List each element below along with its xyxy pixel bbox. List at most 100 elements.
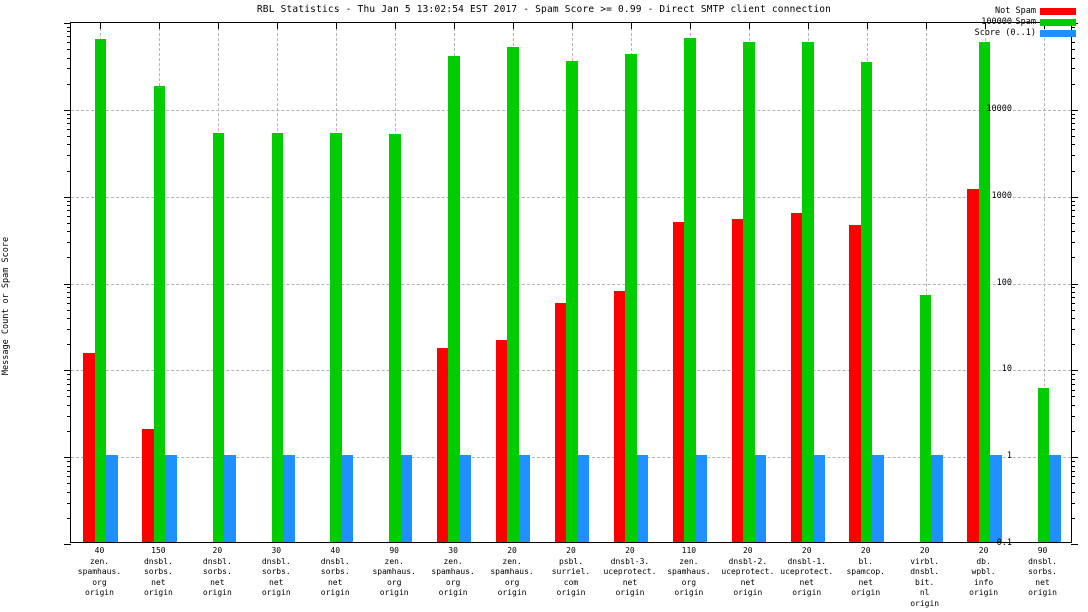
x-axis-label: 90 zen. spamhaus. org origin — [354, 546, 435, 599]
y-axis-minor-tick — [1071, 291, 1075, 293]
x-axis-label: 90 dnsbl. sorbs. net origin — [1002, 546, 1083, 599]
x-axis-label-line: origin — [910, 598, 940, 608]
x-axis-label-line: origin — [497, 588, 527, 597]
x-axis-label-line: origin — [556, 588, 586, 597]
x-axis-label-line: origin — [733, 588, 763, 597]
x-axis-label: 30 dnsbl. sorbs. net origin — [236, 546, 317, 599]
y-axis-minor-tick — [1071, 404, 1075, 406]
y-axis-minor-tick — [67, 415, 71, 417]
x-axis-label-line: psbl. — [558, 556, 584, 566]
x-axis-label-line: sorbs. — [1028, 567, 1057, 576]
x-axis-label-line: 20 — [860, 546, 871, 555]
y-axis-label: 100 — [996, 277, 1012, 288]
x-axis-label-line: uceprotect. — [780, 567, 834, 576]
y-axis-minor-tick — [67, 36, 71, 38]
x-axis-tick — [572, 23, 573, 29]
y-axis-minor-tick — [1071, 210, 1075, 212]
x-axis-label-line: dnsbl-2. — [728, 556, 768, 566]
x-axis-tick — [925, 23, 927, 29]
y-axis-label: 10 — [1001, 364, 1012, 375]
bar-not-spam — [495, 340, 508, 542]
y-axis-minor-tick — [67, 396, 71, 398]
y-axis-minor-tick — [1071, 461, 1075, 463]
y-axis-tick — [1071, 457, 1078, 459]
y-axis-minor-tick — [67, 215, 71, 217]
y-axis-label: 0.1 — [996, 538, 1012, 548]
y-axis-minor-tick — [67, 328, 71, 330]
y-axis-label: 10000 — [986, 103, 1012, 114]
y-axis-minor-tick — [67, 155, 71, 157]
y-axis-minor-tick — [1071, 378, 1075, 380]
y-axis-minor-tick — [1071, 123, 1075, 125]
y-axis-minor-tick — [1071, 483, 1075, 485]
x-axis-label-line: uceprotect. — [721, 567, 775, 576]
y-axis-minor-tick — [1071, 26, 1075, 28]
x-axis-label: 20 virbl. dnsbl. bit. nl origin — [884, 546, 965, 609]
y-axis-minor-tick — [67, 318, 71, 320]
y-axis-minor-tick — [1071, 135, 1075, 137]
x-axis-label-line: origin — [320, 588, 350, 597]
x-axis-label-line: bl. — [858, 556, 873, 566]
y-axis-tick — [1071, 196, 1078, 198]
legend-label: Score (0..1) — [974, 28, 1036, 38]
x-axis-tick — [984, 23, 986, 29]
y-axis-minor-tick — [67, 296, 71, 298]
bar-score — [283, 455, 295, 542]
x-axis-label-line: net — [799, 577, 814, 587]
y-axis-minor-tick — [1071, 231, 1075, 233]
x-axis-label-line: org — [504, 577, 520, 587]
y-axis-minor-tick — [1071, 431, 1075, 433]
y-axis-minor-tick — [67, 123, 71, 125]
x-axis-tick — [689, 23, 691, 29]
y-axis-tick — [64, 457, 71, 459]
y-axis-minor-tick — [67, 461, 71, 463]
y-axis-label: 1000 — [991, 190, 1012, 201]
x-axis-label-line: dnsbl. — [202, 556, 232, 566]
y-axis-minor-tick — [1071, 302, 1075, 304]
x-axis-label-line: net — [269, 577, 284, 587]
y-axis-label: 1 — [1006, 451, 1012, 462]
x-axis-label-line: org — [445, 577, 461, 587]
bar-not-spam — [436, 348, 449, 542]
x-axis-tick — [100, 23, 102, 29]
x-axis-tick — [277, 23, 279, 29]
x-axis-label-line: net — [858, 577, 873, 587]
x-axis-label-line: origin — [674, 588, 704, 597]
x-axis-label-line: org — [92, 577, 107, 587]
x-axis-label-line: 20 — [566, 546, 576, 555]
x-axis-label: 20 bl. spamcop. net origin — [825, 546, 906, 599]
x-axis-label-line: origin — [615, 588, 645, 597]
bar-not-spam — [83, 353, 95, 542]
x-gridline — [925, 23, 927, 542]
x-axis-label: 30 zen. spamhaus. org origin — [413, 546, 494, 599]
x-axis-label-line: spamhaus. — [667, 567, 711, 576]
legend-swatch — [1040, 8, 1076, 15]
y-axis-minor-tick — [1071, 374, 1075, 376]
x-axis-label-line: spamcop. — [846, 567, 885, 576]
bar-not-spam — [672, 221, 685, 542]
y-axis-minor-tick — [67, 465, 71, 467]
y-axis-minor-tick — [67, 68, 71, 70]
y-axis-minor-tick — [1071, 222, 1075, 224]
y-axis-minor-tick — [67, 135, 71, 137]
x-axis-label-line: dnsbl-1. — [787, 556, 827, 566]
x-axis-label-line: origin — [851, 588, 881, 597]
y-axis-tick — [1071, 109, 1078, 111]
y-axis-minor-tick — [67, 374, 71, 376]
x-axis-label-line: dnsbl. — [143, 556, 173, 566]
y-axis-minor-tick — [67, 470, 71, 472]
x-axis-label-line: sorbs. — [202, 567, 232, 576]
y-axis-minor-tick — [67, 129, 71, 131]
y-axis-minor-tick — [67, 291, 71, 293]
bar-spam — [507, 47, 519, 542]
y-axis-minor-tick — [67, 170, 71, 172]
y-axis-tick — [64, 196, 71, 198]
y-axis-minor-tick — [1071, 200, 1075, 202]
x-axis-label-line: origin — [1028, 588, 1057, 597]
chart-legend: Not Spam Spam Score (0..1) — [971, 4, 1078, 41]
y-axis-tick — [1071, 544, 1078, 545]
bar-not-spam — [967, 189, 979, 542]
y-axis-minor-tick — [67, 344, 71, 346]
x-axis-label-line: dnsbl-3. — [610, 556, 650, 566]
bar-spam — [625, 53, 637, 542]
